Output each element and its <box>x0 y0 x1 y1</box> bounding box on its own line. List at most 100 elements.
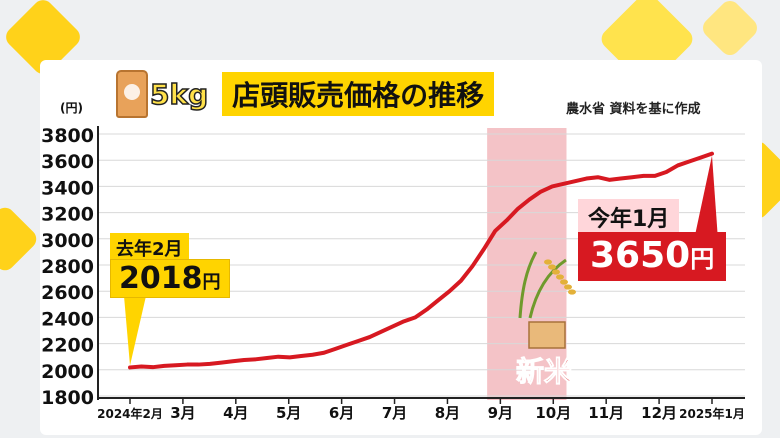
y-tick-label: 2400 <box>41 308 94 330</box>
price-data-point <box>676 164 680 167</box>
price-data-point <box>299 354 303 358</box>
price-data-point <box>197 363 200 366</box>
end-value: 3650 <box>590 235 691 276</box>
price-data-point <box>516 207 520 211</box>
source-note: 農水省 資料を基に作成 <box>566 102 701 117</box>
price-data-point <box>379 330 383 334</box>
x-tick-label: 6月 <box>329 404 354 422</box>
y-tick-label: 2600 <box>41 282 94 304</box>
new-rice-highlight-band <box>487 128 567 400</box>
price-data-point <box>459 279 463 283</box>
x-tick-label: 4月 <box>223 404 248 422</box>
price-data-point <box>619 177 623 180</box>
price-data-point <box>174 363 178 367</box>
x-tick-label: 9月 <box>488 404 513 422</box>
price-data-point <box>585 177 588 180</box>
rice-grain-icon <box>568 289 576 295</box>
price-data-point <box>562 182 566 186</box>
price-data-point <box>413 316 417 319</box>
rice-bag-icon <box>116 70 148 118</box>
x-tick-label: 11月 <box>588 404 624 422</box>
price-data-point <box>630 175 634 179</box>
price-data-point <box>288 355 292 359</box>
rice-grain-icon <box>564 284 572 290</box>
y-tick-label: 3400 <box>41 177 94 199</box>
end-callout-pointer <box>694 155 718 240</box>
price-data-point <box>219 361 223 364</box>
price-data-point <box>128 366 132 369</box>
start-callout-pointer <box>124 296 146 366</box>
rice-box-icon <box>528 321 566 349</box>
price-data-point <box>368 335 372 339</box>
start-annotation-value: 2018円 <box>110 259 230 298</box>
y-tick-label: 3000 <box>41 230 94 252</box>
price-data-point <box>448 289 451 293</box>
start-annotation-label: 去年2月 <box>110 233 189 263</box>
price-data-point <box>642 174 645 178</box>
rice-stalk-icon <box>518 251 567 319</box>
y-tick-label: 2800 <box>41 256 94 278</box>
chart-title: 店頭販売価格の推移 <box>222 72 495 116</box>
price-data-point <box>242 358 246 362</box>
weight-label: 5kg <box>149 77 209 112</box>
price-data-point <box>231 359 235 363</box>
y-tick-label: 2200 <box>41 335 94 357</box>
x-tick-label: 5月 <box>276 404 301 422</box>
x-tick-label: 10月 <box>535 404 571 422</box>
y-tick-label: 3200 <box>41 204 94 226</box>
start-value-unit: 円 <box>202 272 221 293</box>
price-data-point <box>493 229 497 233</box>
rice-grain-icon <box>556 274 564 280</box>
price-data-point <box>596 175 600 179</box>
price-data-point <box>687 160 691 163</box>
price-data-point <box>664 170 668 174</box>
price-data-point <box>276 355 280 359</box>
price-data-point <box>151 365 155 369</box>
price-data-point <box>528 198 531 201</box>
price-data-point <box>573 179 577 183</box>
price-data-point <box>539 190 543 194</box>
price-data-point <box>345 343 349 347</box>
price-data-point <box>425 308 429 311</box>
price-data-point <box>653 174 657 178</box>
x-tick-label: 8月 <box>435 404 460 422</box>
price-data-point <box>402 319 406 323</box>
price-series-line <box>128 151 714 370</box>
price-data-point <box>162 364 166 368</box>
y-tick-label: 1800 <box>41 387 94 409</box>
price-data-point <box>334 347 337 351</box>
price-data-point <box>607 178 611 182</box>
price-data-point <box>208 362 212 366</box>
x-tick-label: 7月 <box>382 404 407 422</box>
end-annotation-label: 今年1月 <box>578 199 680 235</box>
end-annotation-value: 3650円 <box>578 232 727 281</box>
price-data-point <box>311 353 314 357</box>
price-data-point <box>505 219 508 222</box>
price-data-point <box>436 298 440 302</box>
rice-grain-icon <box>560 279 568 285</box>
y-tick-label: 2000 <box>41 361 94 383</box>
y-tick-label: 3600 <box>41 151 94 173</box>
x-tick-label: 3月 <box>170 404 195 422</box>
price-data-point <box>391 325 394 328</box>
price-data-point <box>254 357 257 361</box>
rice-grain-icon <box>552 269 560 275</box>
price-data-point <box>140 365 143 368</box>
price-data-point <box>482 247 486 251</box>
chart-title-bar: 5kg 店頭販売価格の推移 <box>116 70 495 118</box>
rice-grain-icon <box>548 264 556 270</box>
x-tick-label: 12月 <box>641 404 677 422</box>
price-data-point <box>322 351 326 355</box>
y-tick-label: 3800 <box>41 125 94 147</box>
end-value-unit: 円 <box>690 245 715 273</box>
price-data-point <box>356 339 360 343</box>
new-rice-label: 新米 <box>515 355 573 389</box>
y-axis-unit-label: (円) <box>60 101 83 115</box>
price-data-point <box>185 363 189 366</box>
price-data-point <box>699 156 702 159</box>
start-value: 2018 <box>119 261 203 296</box>
x-tick-label: 2024年2月 <box>97 406 163 421</box>
price-data-point <box>550 185 554 188</box>
price-data-point <box>470 264 474 268</box>
